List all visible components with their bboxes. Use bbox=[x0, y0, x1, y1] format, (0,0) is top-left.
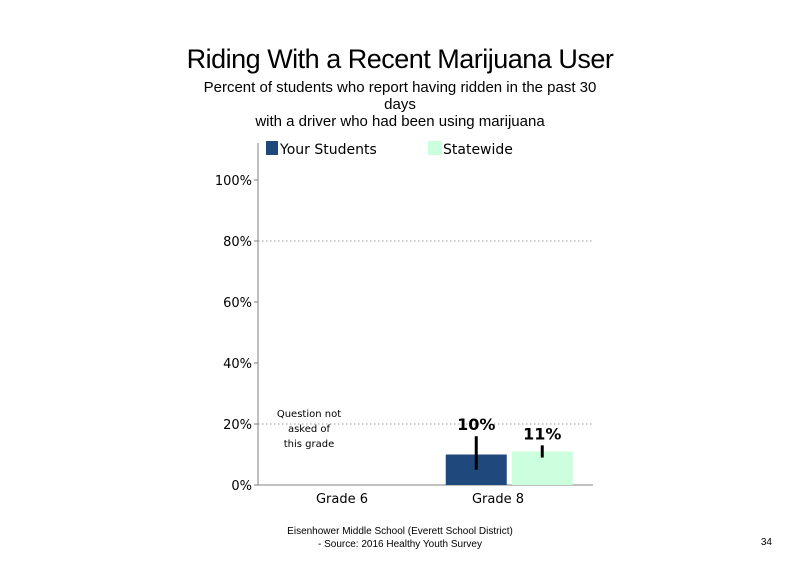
y-tick-label: 100% bbox=[215, 174, 252, 189]
page-number: 34 bbox=[760, 537, 772, 548]
chart-subtitle: Percent of students who report having ri… bbox=[180, 79, 620, 130]
bars bbox=[445, 451, 573, 485]
footer-source: Eisenhower Middle School (Everett School… bbox=[250, 525, 550, 551]
y-tick-label: 80% bbox=[223, 235, 252, 250]
subtitle-line-3: with a driver who had been using marijua… bbox=[255, 113, 545, 130]
x-tick-label-grade-8: Grade 8 bbox=[472, 492, 524, 507]
y-tick-label: 40% bbox=[223, 357, 252, 372]
footer-survey: - Source: 2016 Healthy Youth Survey bbox=[318, 539, 482, 550]
y-tick-label: 60% bbox=[223, 296, 252, 311]
legend-label-your-students: Your Students bbox=[279, 142, 377, 158]
value-labels: 10% 11% bbox=[457, 415, 561, 443]
x-tick-label-grade-6: Grade 6 bbox=[316, 492, 368, 507]
not-asked-annotation: Question not asked of this grade bbox=[277, 409, 341, 450]
data-label: 10% bbox=[457, 415, 495, 434]
error-bars bbox=[474, 436, 544, 470]
legend: Your Students Statewide bbox=[266, 141, 513, 158]
legend-swatch-statewide bbox=[428, 141, 442, 155]
gridlines bbox=[258, 240, 593, 425]
annotation-line-1: Question not bbox=[277, 409, 341, 420]
y-axis-ticks: 0% 20% 40% 60% 80% 100% bbox=[215, 174, 258, 494]
annotation-line-2: asked of bbox=[288, 424, 331, 435]
footer-school: Eisenhower Middle School (Everett School… bbox=[287, 526, 513, 537]
chart-title: Riding With a Recent Marijuana User bbox=[186, 44, 614, 74]
y-tick-label: 20% bbox=[223, 418, 252, 433]
subtitle-line-2: days bbox=[384, 96, 416, 113]
legend-label-statewide: Statewide bbox=[443, 142, 513, 158]
y-tick-label: 0% bbox=[231, 479, 252, 494]
legend-swatch-your-students bbox=[266, 141, 278, 155]
annotation-line-3: this grade bbox=[284, 439, 335, 450]
data-label: 11% bbox=[523, 424, 561, 443]
subtitle-line-1: Percent of students who report having ri… bbox=[203, 79, 597, 96]
